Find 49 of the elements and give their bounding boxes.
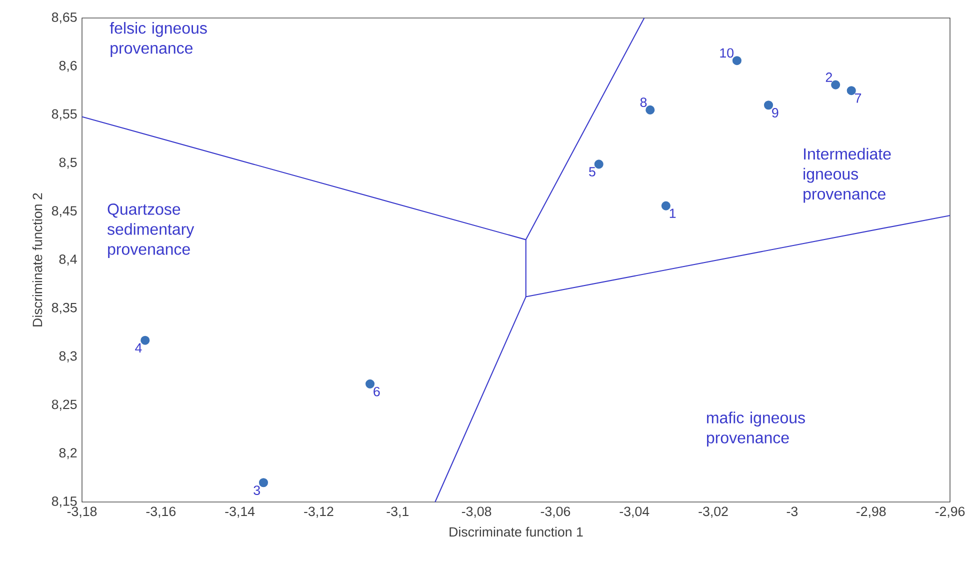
x-tick-label: -3,08 [462,506,492,518]
annotation: 7 [854,94,862,103]
y-tick-label: 8,65 [52,12,77,24]
x-tick-label: -3,18 [67,506,97,518]
y-tick-label: 8,6 [59,60,77,72]
annotation: 8 [640,98,647,108]
x-tick-label: -3,14 [225,506,255,518]
point [646,105,655,114]
y-tick-label: 8,4 [59,254,77,266]
y-tick-label: 8,25 [52,400,77,411]
annotation: 1 [670,208,676,218]
x-tick-label: -3,02 [698,506,728,518]
x-tick-label: -2,98 [856,506,886,518]
annotation: 10 [720,48,734,58]
x-tick-label: -3,06 [540,506,570,518]
x-tick-label: -3,12 [304,506,334,518]
point [661,201,670,210]
x-tick-label: -2,96 [935,506,965,518]
y-axis-title: Discriminate function 2 [32,193,42,326]
annotation: Quartzose sedimentary provenance [107,204,194,258]
annotation: Intermediate igneous provenance [804,148,891,203]
point [258,478,268,488]
y-tick-label: 8,45 [52,206,77,218]
x-tick-label: -3,16 [146,506,176,518]
x-tick-label: -3,1 [386,506,408,518]
annotation: 4 [135,343,142,352]
annotation: felsic igneous provenance [110,22,207,57]
point [831,80,840,90]
annotation: mafic igneous provenance [706,412,805,447]
y-tick-label: 8,3 [59,351,77,362]
x-tick-label: -3,04 [620,506,650,518]
x-tick-label: -3 [786,506,798,516]
point [365,379,375,388]
y-tick-label: 8,35 [52,302,77,314]
point [594,160,604,169]
y-tick-label: 8,15 [52,496,77,508]
point [846,86,856,96]
point [764,100,774,110]
y-tick-label: 8,2 [59,448,77,460]
y-tick-label: 8,5 [59,158,77,169]
annotation: 2 [826,72,832,82]
annotation: 5 [589,167,596,176]
point [140,336,150,345]
x-axis-title: Discriminate function 1 [450,526,583,537]
y-tick-label: 8,55 [52,109,77,120]
annotation: 3 [254,486,260,496]
point [732,56,742,66]
annotation: 9 [772,108,778,118]
annotation: 6 [374,386,380,396]
